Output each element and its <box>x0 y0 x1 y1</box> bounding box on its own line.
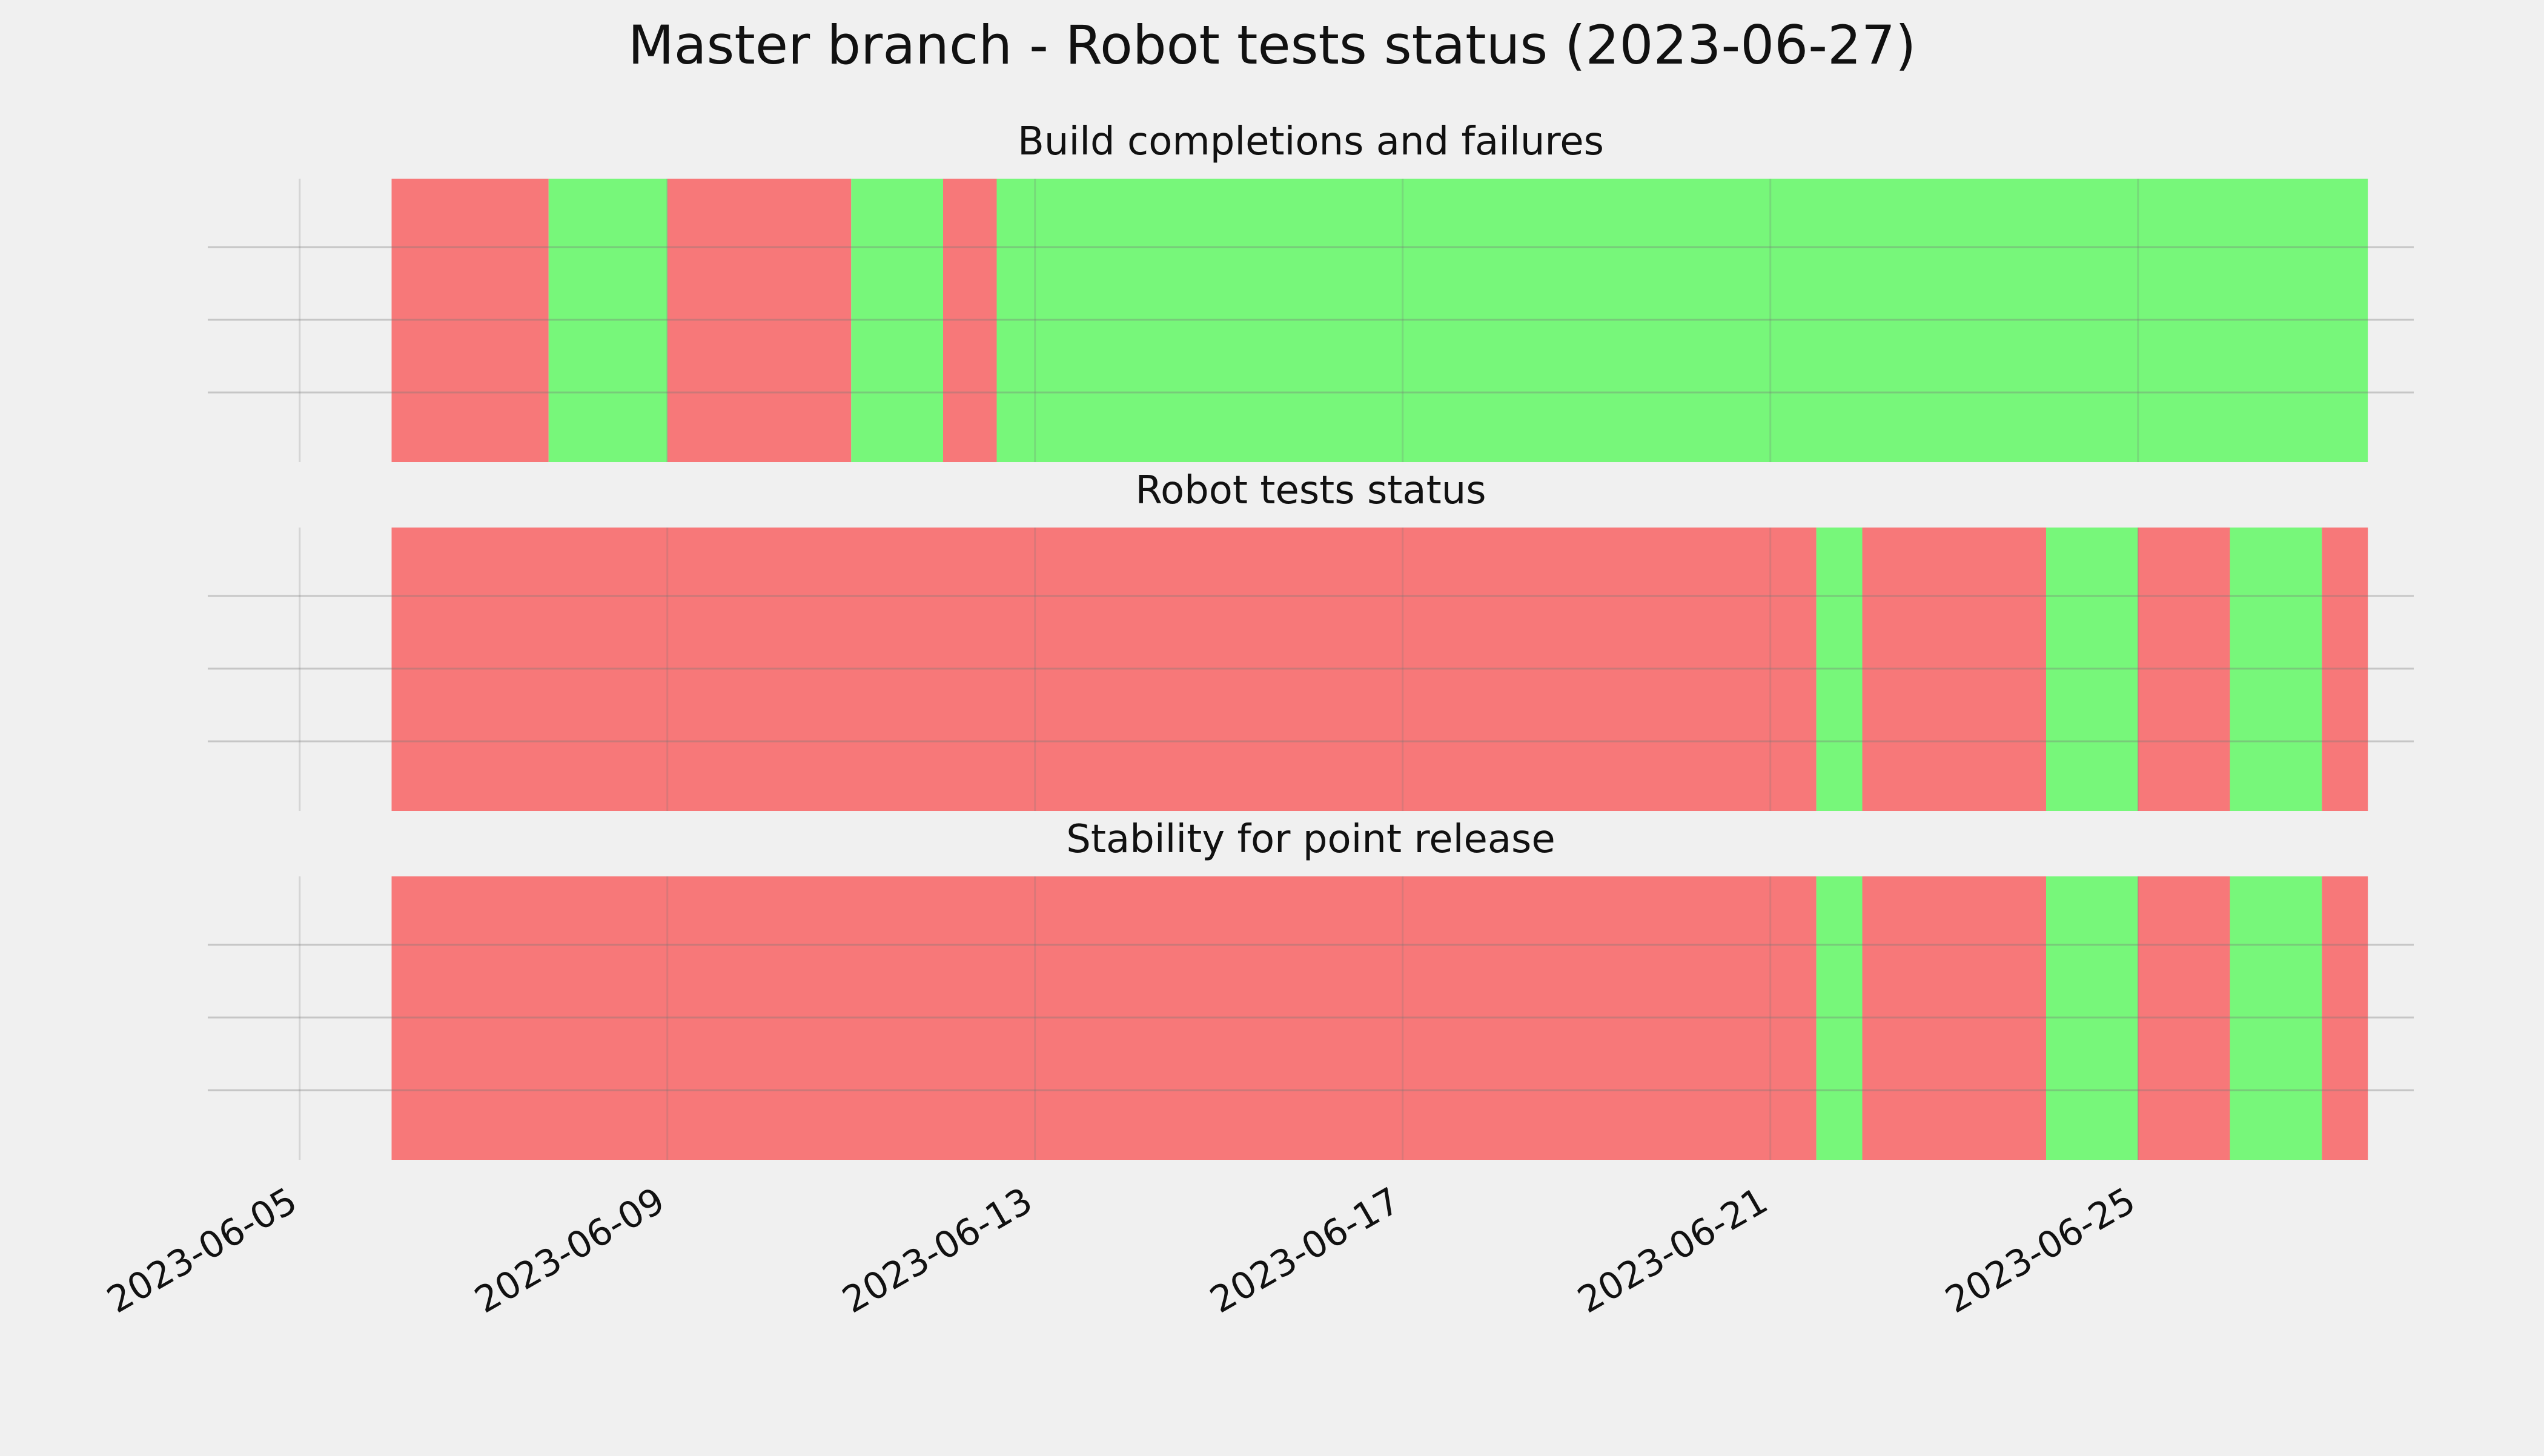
status-segment-pass <box>1816 876 1863 1160</box>
status-segment-fail <box>667 179 852 462</box>
status-segment-fail <box>2138 528 2230 811</box>
status-segment-fail <box>391 179 549 462</box>
status-segment-pass <box>548 179 667 462</box>
status-segment-pass <box>2046 528 2138 811</box>
status-segment-fail <box>2322 528 2368 811</box>
status-segment-pass <box>2230 528 2322 811</box>
panel-subtitle: Stability for point release <box>1066 817 1555 862</box>
status-segment-fail <box>2138 876 2230 1160</box>
status-segment-pass <box>1816 528 1863 811</box>
status-segment-pass <box>851 179 944 462</box>
status-segment-fail <box>1862 528 2046 811</box>
chart-panel: Build completions and failures <box>208 119 2414 462</box>
panel-subtitle: Robot tests status <box>1135 468 1486 513</box>
status-segment-pass <box>2046 876 2138 1160</box>
status-segment-fail <box>1862 876 2046 1160</box>
status-segment-fail <box>943 179 997 462</box>
chart-title: Master branch - Robot tests status (2023… <box>628 14 1916 76</box>
status-segment-pass <box>2230 876 2322 1160</box>
panel-subtitle: Build completions and failures <box>1018 119 1604 164</box>
status-segment-fail <box>391 876 1817 1160</box>
chart-panel: Stability for point release <box>208 817 2414 1160</box>
chart-panel: Robot tests status <box>208 468 2414 811</box>
status-segment-fail <box>391 528 1817 811</box>
status-segment-fail <box>2322 876 2368 1160</box>
status-segment-pass <box>996 179 2368 462</box>
